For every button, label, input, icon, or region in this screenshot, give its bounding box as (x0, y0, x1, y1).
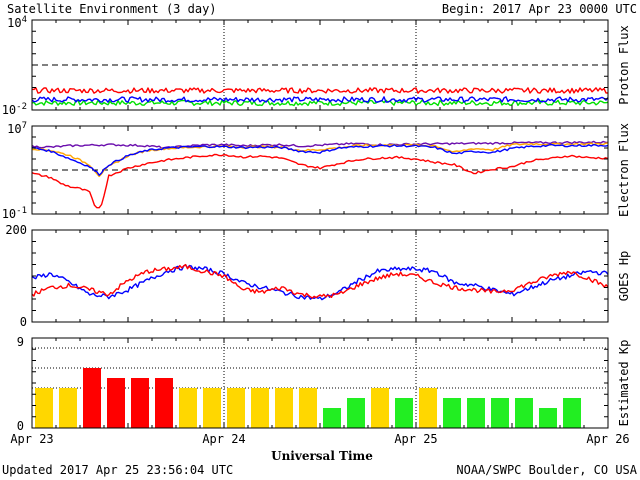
series-red (31, 263, 609, 299)
y-tick-label: 107 (7, 121, 27, 136)
kp-bar (59, 388, 77, 428)
panel-3: 0 200 GOES Hp (5, 223, 631, 329)
kp-bar (107, 378, 125, 428)
x-tick-label: Apr 24 (202, 432, 245, 446)
kp-bar (443, 398, 461, 428)
y-tick-label: 10-1 (2, 206, 27, 221)
panel-border (31, 125, 609, 215)
y-tick-label: 9 (17, 335, 24, 349)
kp-bar (347, 398, 365, 428)
kp-bar (515, 398, 533, 428)
x-tick-label: Apr 23 (10, 432, 53, 446)
series-blue (31, 143, 609, 176)
kp-bar (323, 408, 341, 428)
kp-bar (251, 388, 269, 428)
kp-bar (275, 388, 293, 428)
series-blue (31, 96, 609, 103)
kp-bar (299, 388, 317, 428)
y-tick-label: 10-2 (2, 102, 27, 117)
kp-bar (131, 378, 149, 428)
chart-title: Satellite Environment (3 day) (7, 2, 217, 16)
x-tick-label: Apr 26 (586, 432, 629, 446)
panel-border (31, 19, 609, 111)
y-axis-label: GOES Hp (617, 251, 631, 302)
series-purple (31, 140, 609, 149)
x-tick-label: Apr 25 (394, 432, 437, 446)
kp-bar (563, 398, 581, 428)
kp-bar (419, 388, 437, 428)
series-blue (31, 264, 609, 301)
y-tick-label: 200 (5, 223, 27, 237)
kp-bar (467, 398, 485, 428)
kp-bar (179, 388, 197, 428)
kp-bar (491, 398, 509, 428)
y-axis-label: Proton Flux (617, 25, 631, 104)
kp-bar (539, 408, 557, 428)
series-red (31, 87, 609, 94)
series-orange (31, 142, 609, 178)
kp-bar (203, 388, 221, 428)
begin-time: Begin: 2017 Apr 23 0000 UTC (442, 2, 637, 16)
panel-2: 107 10-1 Electron Flux (2, 121, 631, 221)
y-tick-label: 104 (7, 15, 27, 30)
series-red (31, 153, 609, 209)
x-axis-label: Universal Time (271, 449, 373, 463)
kp-bar (83, 368, 101, 428)
kp-bar (35, 388, 53, 428)
panel-4: 0 9 Estimated Kp (17, 335, 631, 433)
y-tick-label: 0 (20, 315, 27, 329)
kp-bar (371, 388, 389, 428)
panel-border (31, 229, 609, 323)
y-axis-label: Estimated Kp (617, 340, 631, 427)
kp-bar (227, 388, 245, 428)
y-axis-label: Electron Flux (617, 123, 631, 217)
kp-bar (155, 378, 173, 428)
updated-time: Updated 2017 Apr 25 23:56:04 UTC (2, 463, 233, 477)
kp-bar (395, 398, 413, 428)
credit: NOAA/SWPC Boulder, CO USA (456, 463, 637, 477)
y-tick-label: 0 (17, 419, 24, 433)
panel-1: 104 10-2 Proton Flux (2, 15, 631, 117)
